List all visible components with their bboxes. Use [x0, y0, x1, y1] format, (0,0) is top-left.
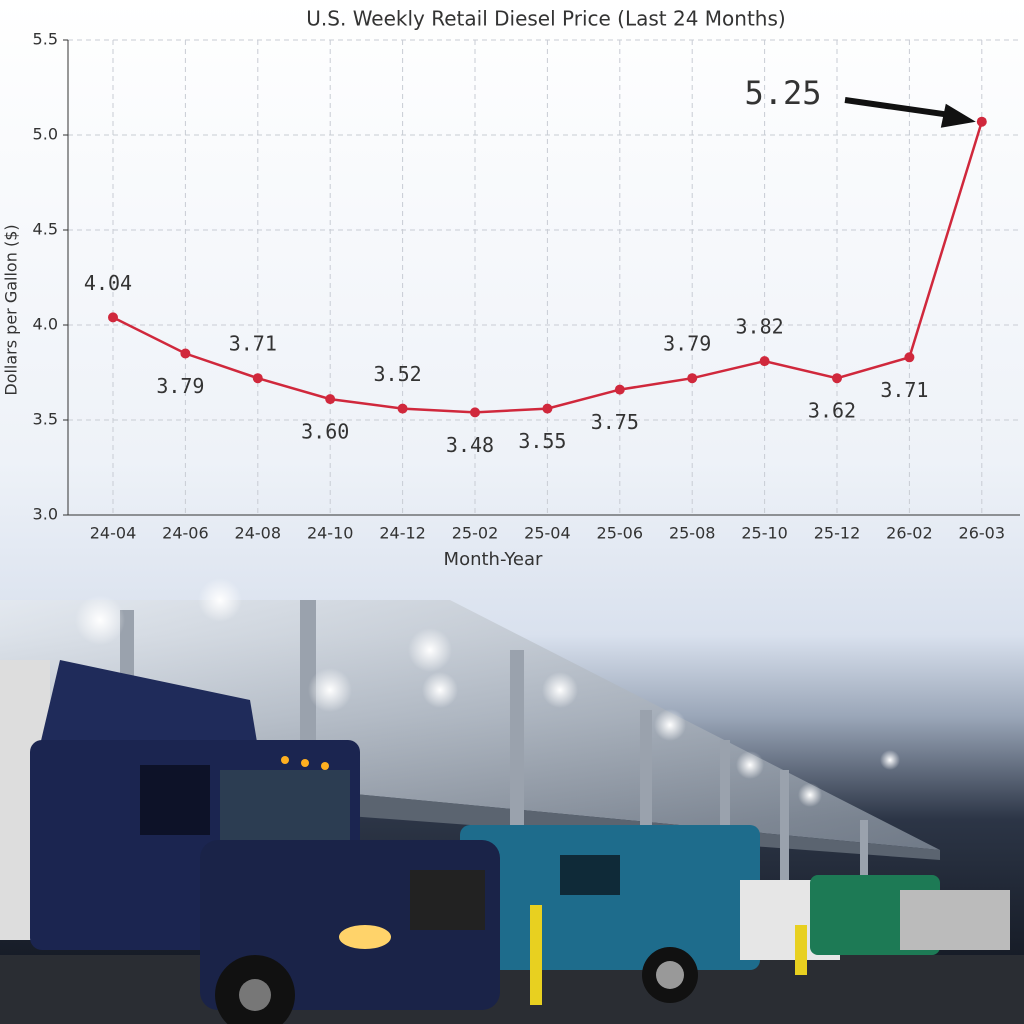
small-trucks: [460, 825, 1010, 1005]
y-tick-label: 3.0: [33, 505, 58, 524]
photo: [0, 578, 1024, 1024]
point-label: 3.55: [518, 429, 566, 453]
x-tick-label: 25-02: [452, 524, 499, 543]
chart-title: U.S. Weekly Retail Diesel Price (Last 24…: [306, 7, 785, 31]
plot: 3.0 3.5 4.0 4.5 5.0 5.5 24-04 24-06 24-08 24-10 24…: [33, 30, 1020, 543]
x-tick-label: 24-12: [379, 524, 426, 543]
x-tick-label: 24-06: [162, 524, 209, 543]
point: [832, 373, 842, 384]
y-tick-label: 5.0: [33, 125, 58, 144]
point-label: 3.75: [591, 410, 639, 434]
point-label: 3.62: [808, 399, 856, 423]
point-label: 3.52: [374, 362, 422, 386]
callout: 5.25: [744, 74, 821, 112]
callout-arrow: [844, 97, 956, 119]
main-truck: [0, 660, 500, 1024]
point: [397, 403, 408, 414]
x-tick-label: 24-04: [90, 524, 137, 543]
point: [687, 373, 698, 384]
x-tick-label: 25-06: [597, 524, 644, 543]
y-tick-label: 4.0: [33, 315, 58, 334]
point-label: 4.04: [84, 271, 132, 295]
x-tick-label: 25-10: [741, 524, 788, 543]
point: [614, 384, 625, 395]
point: [976, 116, 987, 127]
x-axis-title: Month-Year: [444, 549, 543, 570]
point-label: 3.79: [156, 374, 204, 398]
x-tick-label: 26-02: [886, 524, 933, 543]
arrow-head: [940, 103, 976, 128]
x-tick-label: 25-12: [814, 524, 861, 543]
x-tick-label: 26-03: [959, 524, 1006, 543]
x-tick-label: 24-10: [307, 524, 354, 543]
y-tick-label: 5.5: [33, 30, 58, 49]
point-label: 3.71: [880, 378, 928, 402]
point: [252, 373, 263, 384]
point: [759, 356, 770, 367]
point-label: 3.79: [663, 332, 711, 356]
point-label: 3.71: [229, 332, 277, 356]
x-tick-label: 24-08: [235, 524, 282, 543]
y-tick-label: 3.5: [33, 410, 58, 429]
point: [470, 407, 480, 418]
point-label: 3.60: [301, 420, 349, 444]
y-axis-title: Dollars per Gallon ($): [2, 224, 21, 395]
x-tick-label: 25-08: [669, 524, 716, 543]
point: [542, 403, 553, 414]
x-tick-label: 25-04: [524, 524, 571, 543]
point: [325, 394, 336, 405]
point-label: 3.82: [736, 315, 784, 339]
point: [108, 312, 118, 323]
point: [904, 352, 915, 363]
point-label: 3.48: [446, 433, 494, 457]
point: [180, 348, 191, 359]
y-tick-label: 4.5: [33, 220, 58, 239]
